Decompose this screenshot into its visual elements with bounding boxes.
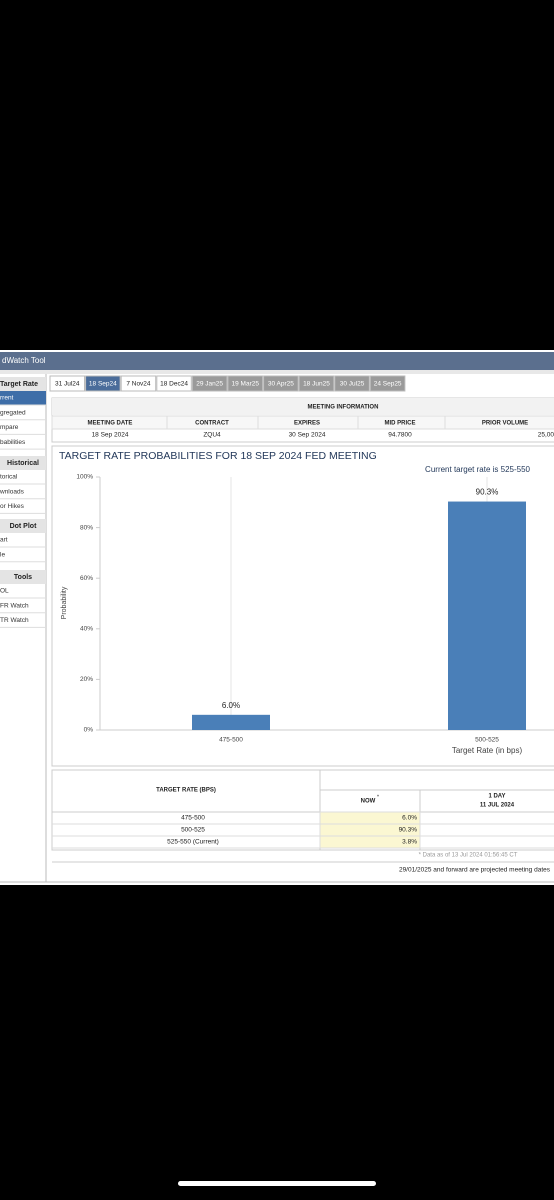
x-tick-label: 475-500: [219, 737, 243, 744]
toolbar-strip: [0, 370, 554, 374]
meeting-info-title: MEETING INFORMATION: [308, 405, 379, 411]
y-tick-label: 20%: [80, 676, 93, 683]
title-bar: [0, 352, 554, 370]
home-indicator: [178, 1181, 376, 1186]
meeting-info-column: EXPIRES: [294, 421, 320, 427]
y-axis-label: Probability: [61, 586, 68, 619]
y-tick-label: 80%: [80, 524, 93, 531]
prob-table-footnote: * Data as of 13 Jul 2024 01:56:45 CT: [419, 853, 518, 859]
sidebar-item[interactable]: mpare: [0, 424, 19, 431]
tab[interactable]: [263, 375, 299, 392]
meeting-info-column: MEETING DATE: [88, 421, 133, 427]
sidebar-item[interactable]: OL: [0, 588, 9, 595]
sidebar-section-title: Dot Plot: [10, 523, 37, 530]
sidebar-item[interactable]: gregated: [0, 409, 26, 416]
x-tick-label: 500-525: [475, 737, 499, 744]
bar-value-label: 6.0%: [222, 701, 240, 710]
sidebar-item[interactable]: TR Watch: [0, 617, 29, 624]
sidebar-item[interactable]: FR Watch: [0, 602, 29, 609]
sidebar-section-title: Tools: [14, 574, 32, 581]
sidebar-section-title: Historical: [7, 460, 39, 467]
sidebar-item[interactable]: rrent: [0, 395, 14, 402]
prob-table-now: NOW: [361, 799, 376, 805]
prob-table-header: TARGET RATE (BPS): [156, 788, 216, 794]
prob-table-one-day-date: 11 JUL 2024: [480, 803, 515, 809]
tab-label[interactable]: 30 Jul25: [340, 381, 365, 388]
tab-label[interactable]: 18 Dec24: [160, 381, 188, 388]
tab[interactable]: [85, 375, 121, 392]
tab[interactable]: [49, 375, 85, 392]
tab[interactable]: [156, 375, 192, 392]
y-tick-label: 40%: [80, 626, 93, 633]
meeting-info-value: 18 Sep 2024: [92, 432, 129, 439]
sidebar-section-header: [0, 456, 46, 470]
prob-table-now-value: 3.8%: [402, 839, 417, 846]
sidebar-section-header: [0, 519, 46, 533]
x-axis-label: Target Rate (in bps): [452, 746, 523, 755]
tab-label[interactable]: 31 Jul24: [55, 381, 80, 388]
y-tick-label: 0%: [84, 727, 94, 734]
meeting-info-column: CONTRACT: [195, 421, 229, 427]
sidebar-section-header: [0, 570, 46, 584]
tab[interactable]: [191, 375, 228, 392]
chart-subtitle: Current target rate is 525-550: [425, 465, 530, 474]
window-title: dWatch Tool: [2, 356, 46, 365]
y-tick-label: 60%: [80, 575, 93, 582]
tab-label[interactable]: 19 Mar25: [232, 381, 260, 388]
meeting-info-column: MID PRICE: [384, 421, 415, 427]
tab[interactable]: [227, 375, 263, 392]
prob-table-box: [51, 769, 554, 851]
sidebar-section-header: [0, 377, 46, 391]
y-tick-label: 100%: [76, 474, 93, 481]
bar: [192, 714, 270, 730]
meeting-info-value: 30 Sep 2024: [289, 432, 326, 439]
projected-note: 29/01/2025 and forward are projected mee…: [399, 867, 551, 874]
tab[interactable]: [298, 375, 335, 392]
sidebar-item[interactable]: art: [0, 537, 8, 544]
chart-title: TARGET RATE PROBABILITIES FOR 18 SEP 202…: [59, 450, 377, 462]
sidebar-item[interactable]: babilities: [0, 439, 26, 446]
meeting-info-value: ZQU4: [203, 432, 221, 439]
sidebar-section-title: Target Rate: [0, 381, 38, 388]
sidebar-item-selected: [0, 391, 46, 405]
sidebar-item[interactable]: wnloads: [0, 488, 25, 495]
tab-label[interactable]: 29 Jan25: [196, 381, 223, 388]
meeting-info-column: PRIOR VOLUME: [482, 421, 528, 427]
meeting-info-value: 94.7800: [388, 432, 412, 439]
prob-table-rate: 475-500: [181, 815, 205, 822]
meeting-info-header-bg: [52, 398, 554, 415]
prob-table-one-day: 1 DAY: [488, 794, 505, 800]
prob-table-now-value: 6.0%: [402, 815, 417, 822]
tab-label[interactable]: 24 Sep25: [374, 381, 402, 388]
tab[interactable]: [334, 375, 370, 392]
prob-table-rate: 525-550 (Current): [167, 839, 219, 846]
bar: [448, 501, 526, 730]
tab[interactable]: [120, 375, 157, 392]
tab-label[interactable]: 18 Sep24: [89, 381, 117, 388]
tab[interactable]: [369, 375, 406, 392]
tab-label[interactable]: 30 Apr25: [268, 381, 294, 388]
meeting-info-cell: [444, 415, 554, 430]
prob-table-now-value: 90.3%: [399, 827, 418, 834]
sidebar-item[interactable]: torical: [0, 474, 18, 481]
sidebar-item[interactable]: or Hikes: [0, 503, 25, 510]
meeting-info-value: 25,00: [538, 432, 554, 439]
prob-table-rate: 500-525: [181, 827, 205, 834]
bar-value-label: 90.3%: [476, 488, 499, 497]
tab-label[interactable]: 18 Jun25: [303, 381, 330, 388]
tab-label[interactable]: 7 Nov24: [126, 381, 151, 388]
prob-table-now-mark: *: [377, 794, 379, 800]
sidebar-item[interactable]: le: [0, 551, 5, 558]
